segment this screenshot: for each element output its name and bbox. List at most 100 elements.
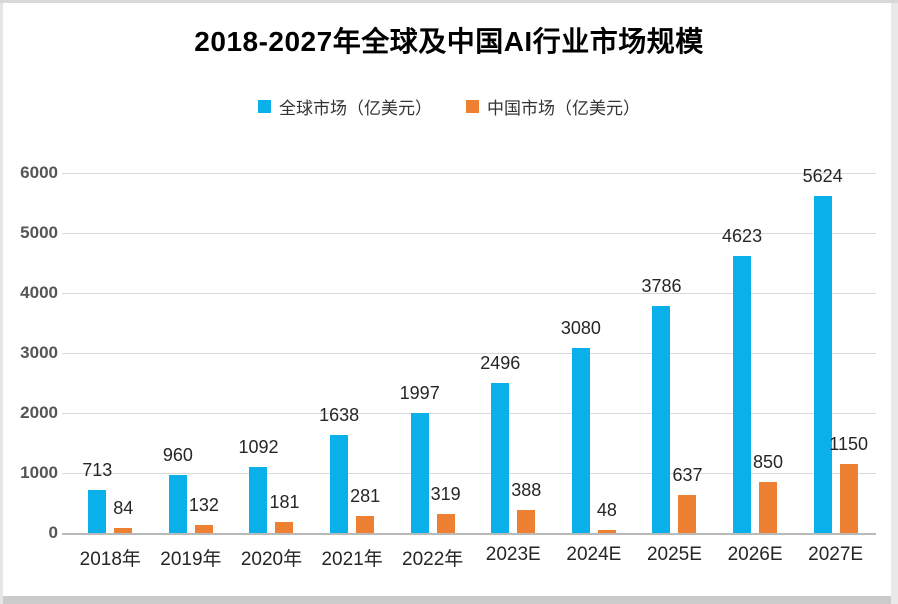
bar-value-label: 3080 bbox=[560, 318, 601, 339]
legend-item: 全球市场（亿美元） bbox=[258, 94, 432, 119]
bar bbox=[194, 525, 213, 533]
y-tick-label: 6000 bbox=[20, 163, 58, 182]
x-tick-label: 2025E bbox=[646, 544, 702, 565]
bar-group: 1638 281 bbox=[312, 173, 393, 533]
bar-wrap: 3080 bbox=[561, 318, 601, 533]
bar-wrap: 713 bbox=[82, 460, 112, 533]
chart-title: 2018-2027年全球及中国AI行业市场规模 bbox=[194, 26, 704, 57]
bar-group: 4623 850 bbox=[715, 173, 796, 533]
bar bbox=[517, 509, 536, 533]
x-tick-label: 2020年 bbox=[240, 549, 303, 570]
bar-value-label: 319 bbox=[430, 483, 461, 504]
legend-label: 全球市场（亿美元） bbox=[279, 99, 432, 118]
bar-value-label: 388 bbox=[511, 479, 542, 500]
bar bbox=[275, 522, 294, 533]
bar-group: 960 132 bbox=[151, 173, 232, 533]
bar bbox=[813, 195, 832, 533]
bar-value-label: 1150 bbox=[829, 434, 868, 454]
bar-value-label: 281 bbox=[350, 486, 381, 507]
x-tick-label: 2018年 bbox=[79, 549, 141, 570]
bar-wrap: 319 bbox=[431, 484, 461, 533]
x-tick-label: 2027E bbox=[808, 544, 864, 565]
y-tick-label: 0 bbox=[48, 523, 58, 542]
bar-value-label: 960 bbox=[162, 445, 193, 466]
bar-value-label: 1997 bbox=[399, 383, 440, 404]
bar-wrap: 132 bbox=[189, 495, 219, 533]
legend-swatch bbox=[258, 100, 271, 113]
gridline bbox=[62, 353, 876, 354]
bar-wrap: 2496 bbox=[480, 353, 520, 533]
bar-wrap: 181 bbox=[269, 492, 300, 533]
bar-value-label: 48 bbox=[596, 500, 617, 521]
y-tick-label: 3000 bbox=[20, 343, 58, 362]
bar bbox=[597, 530, 616, 533]
bar bbox=[249, 467, 268, 533]
legend-item: 中国市场（亿美元） bbox=[466, 94, 640, 119]
plot-area: 713 84 960 132 1092 181 1638 281 1997 319 2496 388 3… bbox=[62, 166, 876, 535]
bar-wrap: 850 bbox=[753, 452, 783, 533]
gridline bbox=[62, 233, 876, 234]
gridline bbox=[62, 473, 876, 474]
bar-value-label: 2496 bbox=[480, 353, 521, 374]
bar bbox=[839, 464, 858, 533]
bar-value-label: 637 bbox=[672, 464, 703, 485]
x-axis: 2018年 2019年 2020年 2021年 2022年 2023E 2024E 2025E… bbox=[70, 544, 876, 574]
y-axis: 0 1000 2000 3000 4000 5000 6000 bbox=[0, 163, 58, 542]
bar-group: 1092 181 bbox=[231, 173, 312, 533]
bar-value-label: 713 bbox=[82, 460, 113, 481]
y-tick-label: 1000 bbox=[20, 463, 58, 482]
bar-value-label: 850 bbox=[753, 452, 784, 472]
bar-group: 3786 637 bbox=[634, 173, 715, 533]
bar-value-label: 1638 bbox=[319, 404, 360, 425]
bar-value-label: 84 bbox=[113, 497, 134, 518]
x-axis-line bbox=[62, 533, 876, 535]
legend-label: 中国市场（亿美元） bbox=[487, 99, 640, 118]
x-tick-label: 2019年 bbox=[160, 549, 222, 570]
bar-wrap: 1997 bbox=[400, 383, 440, 533]
x-tick-label: 2024E bbox=[566, 544, 622, 565]
bar bbox=[759, 482, 778, 533]
bar-wrap: 1638 bbox=[319, 405, 359, 533]
bar bbox=[571, 348, 590, 533]
bar bbox=[114, 527, 133, 533]
y-tick-label: 4000 bbox=[20, 283, 58, 302]
bar bbox=[652, 305, 671, 533]
x-tick-label: 2022年 bbox=[402, 549, 464, 570]
bar-wrap: 3786 bbox=[641, 276, 681, 533]
bar-wrap: 84 bbox=[113, 497, 134, 533]
x-tick-label: 2023E bbox=[485, 544, 541, 565]
bar-wrap: 960 bbox=[163, 445, 193, 533]
bar-value-label: 181 bbox=[269, 492, 300, 513]
legend-swatch bbox=[466, 100, 479, 113]
gridline bbox=[62, 413, 876, 414]
x-tick-label: 2026E bbox=[727, 544, 783, 565]
bar-wrap: 637 bbox=[672, 465, 702, 533]
bar bbox=[88, 490, 107, 533]
gridline bbox=[62, 173, 876, 174]
bar bbox=[678, 494, 697, 533]
bar bbox=[491, 383, 510, 533]
bar-group: 713 84 bbox=[70, 173, 151, 533]
bar-group: 1997 319 bbox=[392, 173, 473, 533]
gridline bbox=[62, 293, 876, 294]
bar-group: 5624 1150 bbox=[795, 166, 876, 533]
bar-value-label: 4623 bbox=[722, 225, 763, 246]
bar bbox=[168, 475, 187, 533]
bar-value-label: 1092 bbox=[238, 437, 279, 458]
bar-value-label: 5624 bbox=[802, 165, 843, 186]
bar-wrap: 1150 bbox=[829, 434, 868, 533]
bar-wrap: 1092 bbox=[238, 437, 279, 533]
bar-wrap: 5624 bbox=[803, 166, 843, 533]
bar-value-label: 132 bbox=[188, 495, 219, 516]
bar-wrap: 4623 bbox=[722, 226, 762, 533]
bar-wrap: 281 bbox=[350, 486, 380, 533]
bar bbox=[330, 434, 349, 533]
x-tick-label: 2021年 bbox=[321, 549, 383, 570]
bar-wrap: 388 bbox=[511, 480, 541, 533]
bar-value-label: 3786 bbox=[641, 275, 682, 296]
chart-legend: 全球市场（亿美元） 中国市场（亿美元） bbox=[0, 94, 898, 119]
y-tick-label: 5000 bbox=[20, 223, 58, 242]
bar-wrap: 48 bbox=[596, 500, 617, 533]
bar bbox=[436, 513, 455, 533]
